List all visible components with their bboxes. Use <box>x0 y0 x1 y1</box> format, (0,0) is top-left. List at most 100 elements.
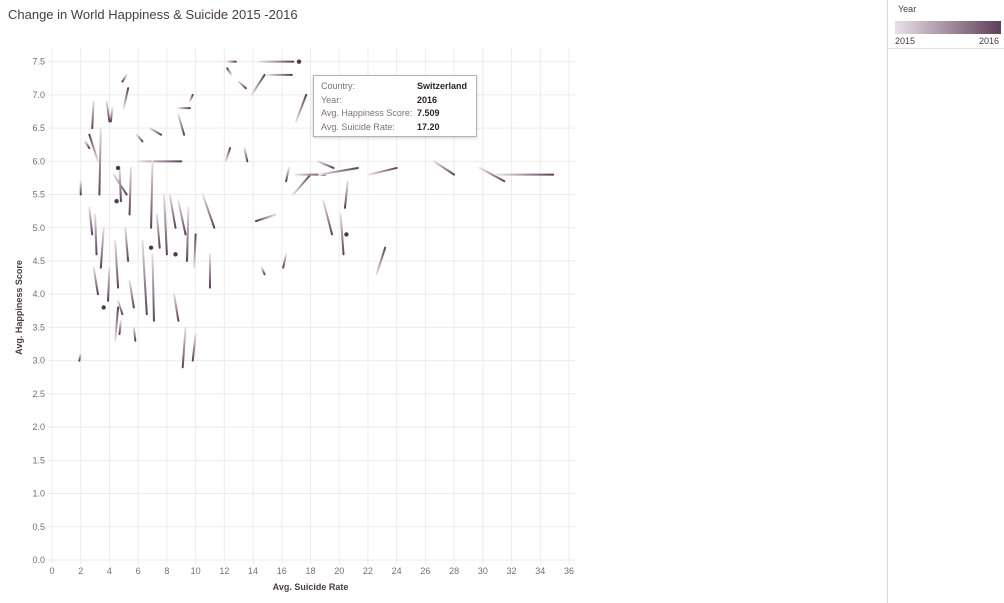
country-change-line[interactable] <box>181 326 187 369</box>
tooltip-value: 7.509 <box>417 108 440 118</box>
data-tooltip: Country: Switzerland Year: 2016 Avg. Happine… <box>313 75 477 137</box>
country-change-line[interactable] <box>91 100 95 130</box>
country-change-line[interactable] <box>318 166 359 176</box>
tooltip-key: Country: <box>321 81 356 91</box>
y-tick-label: 0.5 <box>32 522 45 532</box>
country-change-line[interactable] <box>177 113 186 136</box>
y-axis-title: Avg. Happiness Score <box>14 260 24 355</box>
country-change-line[interactable] <box>122 87 130 110</box>
year-legend[interactable]: Year 2015 2016 <box>888 0 1004 49</box>
country-change-line[interactable] <box>107 266 111 302</box>
country-change-line[interactable] <box>191 333 197 362</box>
country-point[interactable] <box>114 198 119 204</box>
y-tick-label: 3.5 <box>32 322 45 332</box>
x-tick-label: 14 <box>248 566 258 576</box>
country-change-line[interactable] <box>99 226 105 269</box>
x-tick-label: 18 <box>305 566 315 576</box>
country-change-line[interactable] <box>254 213 278 223</box>
country-change-line[interactable] <box>433 160 456 176</box>
country-change-line[interactable] <box>84 140 91 150</box>
x-tick-label: 22 <box>363 566 373 576</box>
country-change-line[interactable] <box>201 193 216 229</box>
country-change-line[interactable] <box>118 319 122 336</box>
country-change-line[interactable] <box>118 166 122 203</box>
y-tick-label: 4.0 <box>32 289 45 299</box>
country-change-line[interactable] <box>292 173 312 196</box>
x-tick-label: 24 <box>392 566 402 576</box>
country-change-line[interactable] <box>128 279 135 309</box>
country-change-line[interactable] <box>478 166 506 183</box>
country-change-line[interactable] <box>316 160 335 169</box>
country-change-line[interactable] <box>109 107 114 123</box>
y-tick-label: 1.0 <box>32 489 45 499</box>
country-change-line[interactable] <box>148 127 163 136</box>
country-change-line[interactable] <box>173 293 180 322</box>
country-change-line[interactable] <box>155 213 161 249</box>
y-tick-label: 6.0 <box>32 156 45 166</box>
country-change-line[interactable] <box>121 73 128 83</box>
legend-title: Year <box>898 4 917 14</box>
y-tick-label: 4.5 <box>32 256 45 266</box>
country-change-line[interactable] <box>343 180 349 209</box>
country-change-line[interactable] <box>237 80 247 90</box>
y-tick-label: 7.0 <box>32 90 45 100</box>
country-change-line[interactable] <box>151 253 155 322</box>
country-change-line[interactable] <box>295 93 308 123</box>
country-change-line[interactable] <box>88 206 94 236</box>
tooltip-key: Avg. Happiness Score: <box>321 108 413 118</box>
country-point[interactable] <box>101 305 106 310</box>
y-tick-label: 6.5 <box>32 123 45 133</box>
country-change-line[interactable] <box>177 200 187 236</box>
country-change-line[interactable] <box>163 193 168 256</box>
country-change-line[interactable] <box>105 100 111 123</box>
country-change-line[interactable] <box>226 67 233 76</box>
country-change-line[interactable] <box>117 299 124 316</box>
country-point[interactable] <box>173 252 178 257</box>
x-tick-label: 32 <box>507 566 517 576</box>
country-change-line[interactable] <box>193 233 197 269</box>
y-tick-label: 5.5 <box>32 190 45 200</box>
x-tick-label: 6 <box>136 566 141 576</box>
y-tick-label: 0.0 <box>32 555 45 565</box>
country-change-line[interactable] <box>78 353 82 362</box>
country-change-line[interactable] <box>132 326 137 342</box>
country-change-line[interactable] <box>185 206 190 262</box>
country-change-line[interactable] <box>368 166 398 176</box>
country-point[interactable] <box>296 59 302 64</box>
country-change-line[interactable] <box>88 133 99 163</box>
country-change-line[interactable] <box>124 226 130 262</box>
y-tick-label: 1.5 <box>32 455 45 465</box>
tooltip-key: Year: <box>321 94 342 105</box>
country-change-line[interactable] <box>128 166 132 216</box>
country-change-line[interactable] <box>150 160 154 229</box>
country-point[interactable] <box>148 245 154 250</box>
x-axis-title: Avg. Suicide Rate <box>273 582 349 592</box>
country-change-line[interactable] <box>94 213 98 256</box>
country-change-line[interactable] <box>260 266 266 276</box>
country-change-line[interactable] <box>141 240 148 316</box>
country-change-line[interactable] <box>188 93 194 103</box>
country-change-line[interactable] <box>135 133 144 143</box>
x-tick-label: 36 <box>564 566 574 576</box>
y-tick-label: 3.0 <box>32 356 45 366</box>
country-change-line[interactable] <box>114 240 120 289</box>
country-point[interactable] <box>115 165 121 171</box>
country-change-line[interactable] <box>285 166 290 183</box>
tooltip-value: 2016 <box>417 94 438 105</box>
x-tick-label: 28 <box>449 566 459 576</box>
country-change-line[interactable] <box>114 306 120 342</box>
country-change-line[interactable] <box>224 147 232 163</box>
tooltip-value: 17.20 <box>417 121 440 132</box>
country-change-line[interactable] <box>168 193 177 229</box>
country-change-line[interactable] <box>243 147 249 163</box>
country-change-line[interactable] <box>250 73 266 96</box>
country-change-line[interactable] <box>322 200 334 236</box>
country-change-line[interactable] <box>375 246 387 276</box>
x-tick-label: 26 <box>420 566 430 576</box>
country-change-line[interactable] <box>282 253 288 269</box>
country-change-line[interactable] <box>339 213 345 256</box>
x-tick-label: 20 <box>334 566 344 576</box>
country-point[interactable] <box>344 232 349 237</box>
country-change-line[interactable] <box>92 266 99 296</box>
country-change-line[interactable] <box>98 127 102 196</box>
